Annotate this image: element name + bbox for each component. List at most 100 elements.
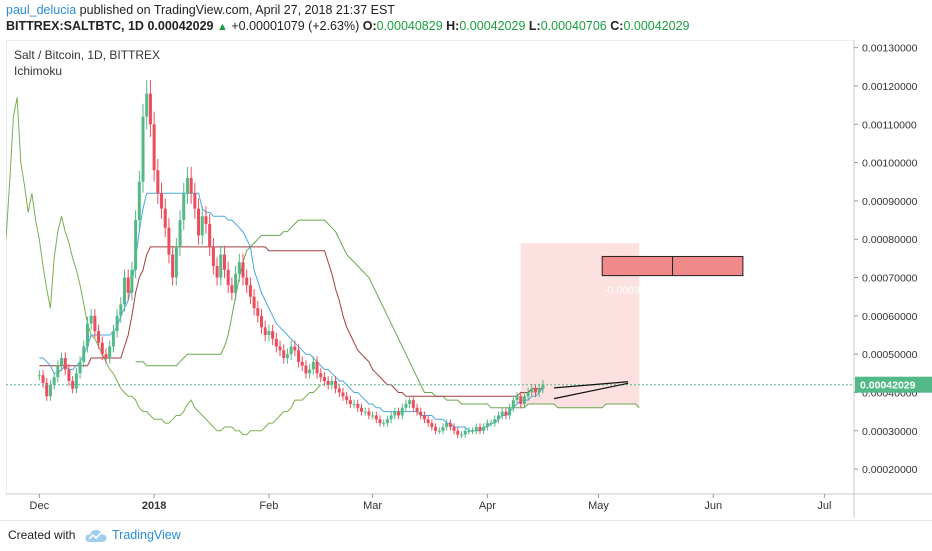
candle-body xyxy=(352,403,356,405)
close-value: 0.00042029 xyxy=(623,19,690,33)
candle-body xyxy=(282,350,286,358)
candle-body xyxy=(482,426,486,431)
high-label: H: xyxy=(446,19,460,33)
footer: Created with TradingView xyxy=(0,520,932,551)
candle-body xyxy=(219,254,223,278)
candle-body xyxy=(348,400,352,404)
candle-body xyxy=(145,93,149,117)
candle-body xyxy=(97,331,101,343)
candle-body xyxy=(260,315,264,328)
candle-body xyxy=(74,373,78,389)
candle-body xyxy=(293,346,297,351)
kijun-sen-line xyxy=(39,246,543,397)
last-price: 0.00042029 xyxy=(147,19,214,33)
y-tick-label: 0.00050000 xyxy=(862,349,918,361)
candle-body xyxy=(241,262,245,278)
candle-body xyxy=(252,296,256,309)
candle-body xyxy=(326,380,330,385)
candle-body xyxy=(60,357,64,366)
candle-body xyxy=(141,116,145,182)
candle-body xyxy=(497,415,501,420)
tradingview-brand[interactable]: TradingView xyxy=(112,528,181,542)
symbol-label: BITTREX:SALTBTC, 1D xyxy=(6,19,144,33)
author-link[interactable]: paul_delucia xyxy=(6,3,77,17)
candle-body xyxy=(489,423,493,425)
candle-body xyxy=(467,430,471,432)
price-chart[interactable]: 0.000200000.000300000.000400000.00050000… xyxy=(6,40,932,518)
candle-body xyxy=(308,369,312,374)
candle-body xyxy=(408,400,412,404)
candle-body xyxy=(504,411,508,416)
candle-body xyxy=(530,388,534,393)
candle-body xyxy=(78,361,82,374)
price-change: +0.00001079 (+2.63%) xyxy=(231,19,360,33)
y-tick-label: 0.00030000 xyxy=(862,426,918,438)
candle-body xyxy=(419,411,423,416)
y-tick-label: 0.00080000 xyxy=(862,234,918,246)
candle-body xyxy=(400,407,404,416)
candle-body xyxy=(122,277,126,305)
candle-body xyxy=(474,426,478,431)
candle-body xyxy=(200,216,204,236)
candle-body xyxy=(104,354,108,358)
candle-body xyxy=(63,357,67,370)
candle-body xyxy=(445,423,449,427)
open-value: 0.00040829 xyxy=(376,19,443,33)
y-tick-label: 0.00060000 xyxy=(862,311,918,323)
candle-body xyxy=(215,266,219,278)
candle-body xyxy=(111,331,115,347)
chart-header: paul_delucia published on TradingView.co… xyxy=(0,0,932,38)
candle-body xyxy=(171,254,175,278)
candle-body xyxy=(208,223,212,247)
candle-body xyxy=(285,354,289,358)
candle-body xyxy=(378,419,382,424)
candle-body xyxy=(304,365,308,374)
candle-body xyxy=(363,411,367,413)
candle-body xyxy=(137,181,141,221)
candle-body xyxy=(185,177,189,194)
candle-body xyxy=(456,430,460,435)
y-tick-label: 0.00070000 xyxy=(862,273,918,285)
candle-body xyxy=(397,411,401,416)
candle-body xyxy=(508,407,512,416)
candle-body xyxy=(278,346,282,351)
candle-body xyxy=(193,193,197,209)
measure-label: -0.00034541 (-0.02%) xyxy=(604,285,706,297)
candle-body xyxy=(478,426,482,431)
candle-body xyxy=(263,327,267,336)
last-price-tag xyxy=(855,376,932,393)
y-tick-label: 0.00020000 xyxy=(862,464,918,476)
y-tick-label: 0.00090000 xyxy=(862,196,918,208)
tradingview-cloud-icon[interactable] xyxy=(84,527,108,545)
chart-area[interactable]: 0.00020000 0.00030000 0.00040000 0.00050000… xyxy=(6,40,932,518)
candle-body xyxy=(67,369,71,381)
candle-body xyxy=(256,308,260,316)
close-label: C: xyxy=(610,19,624,33)
candle-body xyxy=(371,415,375,417)
candle-body xyxy=(267,331,271,336)
ohlc-line: BITTREX:SALTBTC, 1D 0.00042029 ▲ +0.0000… xyxy=(6,19,689,33)
open-label: O: xyxy=(362,19,377,33)
candle-body xyxy=(126,277,130,293)
candle-body xyxy=(37,375,41,377)
candle-body xyxy=(182,193,186,221)
candle-body xyxy=(359,407,363,412)
x-tick-label: Feb xyxy=(259,500,278,512)
y-tick-label: 0.00120000 xyxy=(862,81,918,93)
candle-body xyxy=(337,388,341,393)
chikou-span-line xyxy=(6,97,322,436)
candle-body xyxy=(197,208,201,236)
candle-body xyxy=(156,170,160,194)
candle-body xyxy=(300,361,304,366)
candle-body xyxy=(385,419,389,424)
x-tick-label: May xyxy=(588,500,609,512)
candle-body xyxy=(108,346,112,358)
candle-body xyxy=(367,411,371,416)
candle-body xyxy=(522,396,526,404)
candle-body xyxy=(134,220,138,270)
candle-body xyxy=(441,426,445,431)
candle-body xyxy=(274,338,278,347)
high-value: 0.00042029 xyxy=(459,19,526,33)
candle-body xyxy=(119,304,123,316)
candle-body xyxy=(526,392,530,397)
